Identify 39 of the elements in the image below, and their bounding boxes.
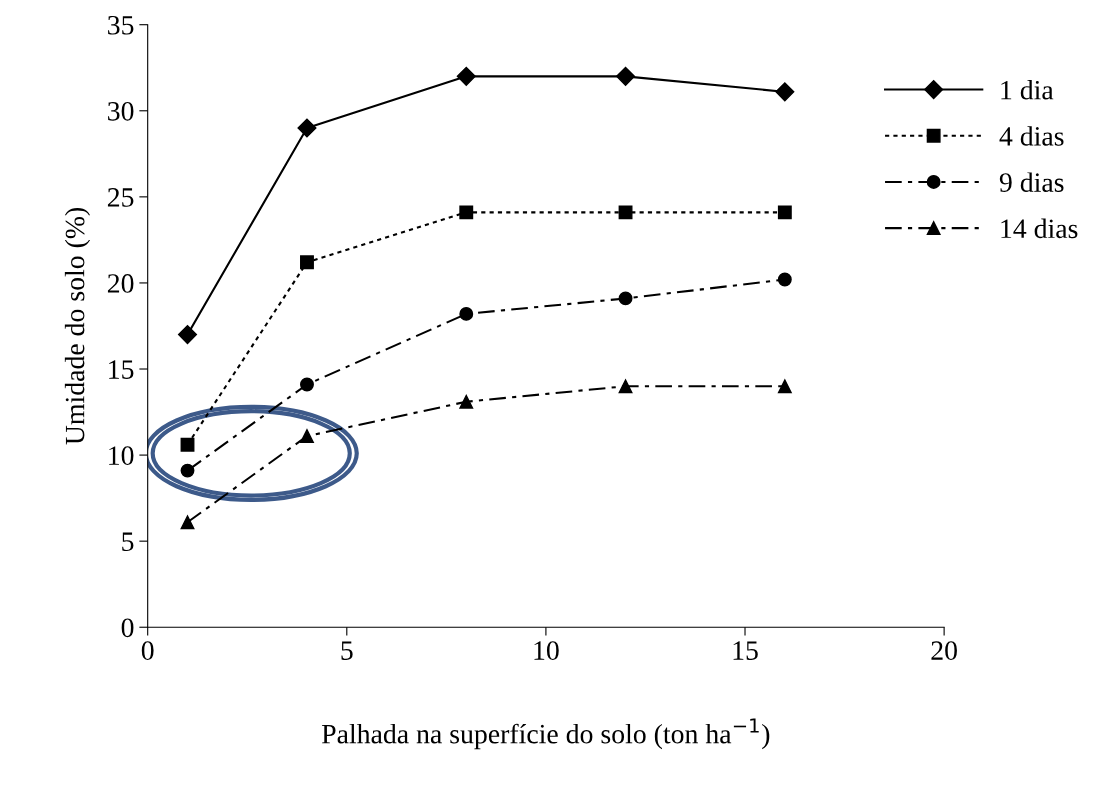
point (300, 377, 314, 392)
point (180, 437, 195, 452)
point (456, 66, 476, 86)
y-tick-label: 35 (108, 15, 134, 35)
x-tick-label: 15 (733, 641, 758, 660)
y-tick-label: 10 (109, 446, 134, 465)
x-tick-label: 10 (534, 641, 559, 660)
point (616, 66, 636, 86)
y-tick-label: 20 (107, 274, 134, 293)
point (180, 463, 195, 478)
point (775, 82, 795, 102)
y-tick-label: 30 (108, 101, 134, 121)
point (300, 255, 314, 270)
y-tick-label: 0 (121, 618, 134, 638)
point (180, 515, 195, 530)
point (777, 205, 792, 220)
x-axis-title: Palhada na superfície do solo (ton ha$^{−1}$) (321, 718, 770, 750)
point (777, 379, 792, 394)
point (777, 272, 792, 287)
point (618, 205, 633, 220)
x-tick-label: 20 (931, 641, 957, 660)
y-tick-label: 25 (107, 188, 134, 207)
y-tick-label: 5 (122, 532, 134, 552)
point (459, 205, 474, 220)
point (459, 394, 474, 409)
x-tick-label: 5 (341, 641, 353, 660)
point (297, 118, 317, 138)
point (618, 379, 633, 394)
point (300, 429, 314, 444)
legend-label: 1 dia (1001, 80, 1054, 100)
point (177, 325, 198, 345)
legend-label: 4 dias (999, 126, 1064, 146)
point (459, 306, 474, 321)
y-tick-label: 15 (109, 360, 134, 379)
y-axis-title: Umidade do solo (%) (64, 208, 91, 445)
legend-label: 9 dias (999, 172, 1064, 192)
point (618, 291, 633, 306)
x-tick-label: 0 (141, 641, 154, 660)
legend-label: 14 dias (1001, 218, 1078, 239)
